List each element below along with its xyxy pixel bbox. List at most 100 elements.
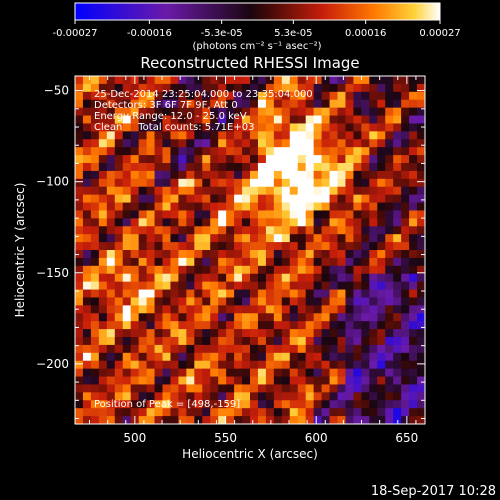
heatmap-cell	[345, 416, 354, 424]
heatmap-cell	[114, 376, 124, 385]
heatmap-cell	[170, 178, 179, 188]
heatmap-cell	[242, 91, 251, 101]
heatmap-cell	[226, 163, 235, 172]
heatmap-cell	[305, 289, 315, 298]
heatmap-cell	[281, 257, 291, 267]
heatmap-cell	[321, 265, 330, 275]
heatmap-cell	[369, 210, 378, 219]
heatmap-cell	[130, 384, 140, 393]
heatmap-cell	[122, 384, 132, 393]
heatmap-cell	[194, 210, 203, 219]
heatmap-cell	[409, 115, 418, 124]
heatmap-cell	[289, 305, 299, 314]
heatmap-cell	[250, 99, 259, 109]
heatmap-cell	[106, 297, 116, 306]
heatmap-cell	[114, 273, 124, 283]
heatmap-cell	[162, 305, 171, 314]
heatmap-cell	[401, 163, 410, 172]
heatmap-cell	[122, 392, 132, 401]
heatmap-cell	[186, 273, 195, 283]
heatmap-cell	[202, 273, 211, 283]
heatmap-cell	[297, 416, 307, 424]
heatmap-cell	[265, 250, 275, 259]
heatmap-cell	[218, 234, 227, 243]
heatmap-cell	[313, 115, 322, 124]
heatmap-cell	[369, 416, 378, 424]
heatmap-cell	[257, 242, 267, 251]
heatmap-cell	[377, 155, 386, 164]
heatmap-cell	[226, 99, 235, 109]
heatmap-cell	[146, 99, 155, 109]
heatmap-cell	[273, 139, 283, 148]
heatmap-cell	[257, 313, 267, 322]
heatmap-cell	[297, 91, 307, 101]
heatmap-cell	[75, 76, 84, 85]
heatmap-cell	[234, 234, 243, 243]
heatmap-cell	[194, 139, 203, 148]
heatmap-cell	[242, 352, 251, 362]
heatmap-cell	[329, 392, 338, 401]
heatmap-cell	[90, 257, 100, 267]
heatmap-cell	[202, 313, 211, 322]
heatmap-cell	[194, 115, 203, 124]
heatmap-cell	[329, 376, 338, 385]
heatmap-cell	[281, 265, 291, 275]
heatmap-cell	[186, 281, 195, 290]
heatmap-cell	[170, 273, 179, 283]
heatmap-cell	[377, 321, 386, 330]
heatmap-cell	[226, 107, 235, 116]
heatmap-cell	[178, 147, 187, 156]
heatmap-cell	[417, 226, 425, 235]
heatmap-cell	[417, 265, 425, 275]
heatmap-cell	[273, 163, 283, 172]
heatmap-cell	[337, 289, 346, 298]
heatmap-cell	[210, 107, 219, 116]
heatmap-cell	[289, 321, 299, 330]
heatmap-cell	[257, 384, 267, 393]
heatmap-cell	[281, 76, 291, 85]
heatmap-cell	[385, 305, 394, 314]
heatmap-cell	[122, 265, 132, 275]
heatmap-cell	[130, 257, 140, 267]
heatmap-cell	[226, 234, 235, 243]
heatmap-cell	[170, 202, 179, 211]
heatmap-cell	[98, 170, 108, 180]
heatmap-cell	[194, 147, 203, 156]
heatmap-cell	[297, 257, 307, 267]
heatmap-cell	[98, 242, 108, 251]
heatmap-cell	[313, 313, 322, 322]
heatmap-cell	[210, 242, 219, 251]
heatmap-cell	[186, 139, 195, 148]
heatmap-cell	[377, 194, 386, 203]
heatmap-cell	[210, 337, 219, 346]
heatmap-cell	[154, 186, 163, 196]
heatmap-cell	[361, 91, 370, 101]
heatmap-cell	[218, 186, 227, 196]
heatmap-cell	[162, 360, 171, 370]
heatmap-cell	[210, 91, 219, 101]
heatmap-cell	[186, 226, 195, 235]
heatmap-cell	[82, 163, 92, 172]
heatmap-cell	[82, 416, 92, 424]
heatmap-cell	[417, 273, 425, 283]
heatmap-cell	[321, 115, 330, 124]
heatmap-cell	[114, 321, 124, 330]
heatmap-cell	[162, 376, 171, 385]
heatmap-cell	[401, 329, 410, 338]
heatmap-cell	[321, 400, 330, 409]
heatmap-cell	[401, 368, 410, 377]
heatmap-cell	[305, 83, 315, 93]
heatmap-cell	[90, 178, 100, 188]
heatmap-cell	[257, 91, 267, 101]
heatmap-cell	[114, 368, 124, 377]
heatmap-cell	[321, 250, 330, 259]
heatmap-cell	[226, 226, 235, 235]
heatmap-cell	[242, 147, 251, 156]
heatmap-cell	[289, 400, 299, 409]
heatmap-cell	[409, 234, 418, 243]
heatmap-cell	[242, 178, 251, 188]
heatmap-cell	[122, 337, 132, 346]
heatmap-cell	[297, 226, 307, 235]
heatmap-cell	[273, 178, 283, 188]
heatmap-cell	[138, 170, 147, 180]
